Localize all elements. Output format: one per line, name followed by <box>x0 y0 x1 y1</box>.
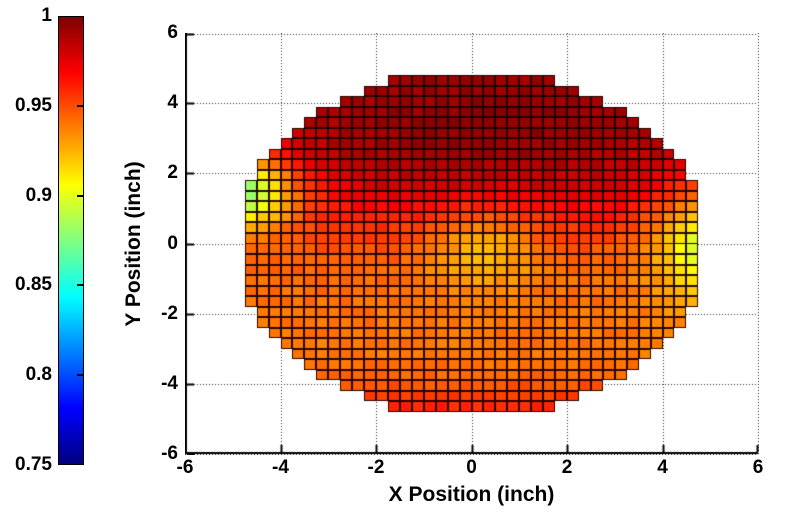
colorbar <box>58 16 84 465</box>
x-tick-label: 2 <box>561 457 573 478</box>
colorbar-tick-label: 0.8 <box>25 364 52 386</box>
y-tick-label: -4 <box>161 372 178 394</box>
x-tick-label: 4 <box>657 457 668 478</box>
colorbar-tick-mark <box>77 374 83 377</box>
x-tick-label: 6 <box>752 457 764 478</box>
colorbar-tick-mark <box>77 194 83 197</box>
y-tick-label: 2 <box>167 162 178 184</box>
colorbar-tick-label: 0.75 <box>15 454 52 475</box>
colorbar-tick-label: 1 <box>41 5 52 26</box>
x-tick-label: -4 <box>272 457 289 478</box>
x-axis-label: X Position (inch) <box>388 483 555 506</box>
colorbar-tick-label: 0.85 <box>15 274 52 296</box>
colorbar-tick-mark <box>77 104 83 107</box>
colorbar-tick-mark <box>77 284 83 287</box>
y-tick-label: 6 <box>167 22 178 43</box>
y-tick-label: 0 <box>167 232 178 254</box>
y-tick-label: 4 <box>167 92 178 114</box>
x-tick-label: 0 <box>466 457 477 478</box>
colorbar-tick-label: 0.9 <box>25 184 52 206</box>
colorbar-gradient <box>59 17 83 464</box>
x-tick-label: -6 <box>176 457 194 478</box>
heatmap-canvas <box>185 33 759 455</box>
colorbar-tick-label: 0.95 <box>15 94 52 116</box>
y-tick-label: -2 <box>161 302 178 324</box>
x-tick-label: -2 <box>367 457 385 478</box>
y-tick-label: -6 <box>161 443 178 464</box>
